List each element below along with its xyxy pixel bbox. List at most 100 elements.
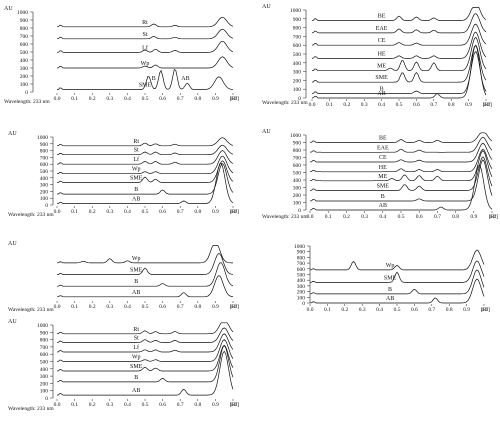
y-tick-label: 500 [293, 52, 302, 58]
y-tick-label: 1000 [17, 10, 28, 16]
track-label-sme: SME [130, 176, 143, 182]
y-tick-label: 200 [293, 78, 302, 84]
y-tick-label: 0 [25, 90, 28, 96]
chromatogram-panel-E: AU 0.0 0.1 0.2 0.3 0.4 0.5 0.6 0.7 0.8 0.9 1.0[Rf] W… [8, 241, 239, 313]
track-label-b: B [380, 87, 384, 93]
x-tick-label: 0.3 [361, 102, 368, 108]
x-tick-label: 0.3 [106, 304, 113, 310]
track-line-eae [311, 13, 487, 34]
x-tick-label: 0.9 [212, 304, 219, 310]
track-line-ab [56, 162, 234, 204]
track-line-sme [309, 156, 493, 191]
track-label-sme: SME [139, 83, 152, 89]
x-tick-label: 0.1 [324, 307, 331, 313]
y-tick-label: 500 [40, 360, 49, 366]
track-line-b [311, 50, 487, 94]
x-tick-label: 1.0 [481, 307, 488, 313]
x-axis-unit-label: [Rf] [489, 213, 498, 220]
track-label-he: HE [379, 165, 387, 171]
x-axis-unit-label: [Rf] [483, 101, 492, 108]
track-label-ab: AB [377, 91, 385, 97]
x-tick-label: 0.5 [142, 209, 149, 215]
track-line-sme [56, 160, 234, 183]
track-label-b: B [134, 187, 138, 193]
x-tick-label: 0.8 [446, 307, 453, 313]
x-tick-label: 0.2 [341, 307, 348, 313]
x-tick-label: 0.3 [106, 402, 113, 408]
x-tick-label: 0.2 [343, 102, 350, 108]
chromatogram-panel-B: AU 0 100 200 300 400 500 600 700 800 900 1000 0.0 0.1… [262, 4, 492, 108]
track-label-ce: CE [379, 155, 387, 161]
y-tick-label: 200 [293, 193, 302, 199]
x-tick-label: 0.7 [177, 402, 184, 408]
track-label-he: HE [378, 51, 386, 57]
y-axis-unit-label: AU [8, 241, 17, 247]
y-tick-label: 100 [297, 295, 306, 301]
x-tick-label: 0.4 [376, 307, 383, 313]
x-tick-label: 0.9 [463, 307, 470, 313]
y-tick-label: 400 [293, 61, 302, 67]
wavelength-label: Wavelength: 233 nm [262, 100, 308, 106]
track-label-b: B [381, 194, 385, 200]
track-label-ab: AB [386, 296, 394, 302]
x-tick-label: 0.6 [411, 307, 418, 313]
y-tick-label: 900 [293, 17, 302, 23]
x-tick-label: 0.8 [452, 214, 459, 220]
track-line-lf [56, 40, 234, 53]
y-tick-label: 700 [293, 34, 302, 40]
track-line-b [56, 344, 234, 383]
x-tick-label: 0.1 [71, 304, 78, 310]
track-line-st [56, 327, 234, 343]
y-tick-label: 300 [297, 284, 306, 290]
track-line-b [309, 269, 485, 295]
y-tick-label: 600 [40, 352, 49, 358]
y-tick-label: 400 [40, 367, 49, 373]
track-label-be: BE [379, 136, 387, 142]
x-tick-label: 0.6 [159, 209, 166, 215]
x-tick-label: 0.6 [159, 304, 166, 310]
x-tick-label: 0.2 [89, 304, 96, 310]
x-tick-label: 0.4 [378, 102, 385, 108]
y-tick-label: 100 [293, 87, 302, 93]
track-label-sme: SME [130, 268, 143, 274]
track-line-ce [309, 142, 493, 163]
track-label-me: ME [377, 64, 386, 70]
y-tick-label: 800 [20, 26, 29, 32]
track-line-wp [309, 249, 485, 271]
x-tick-label: 0.9 [465, 102, 472, 108]
y-tick-label: 900 [297, 250, 306, 256]
x-axis-unit-label: [Rf] [481, 306, 490, 313]
track-label-st: St [134, 336, 139, 342]
y-tick-label: 500 [40, 169, 49, 175]
track-line-ab [311, 44, 487, 99]
track-label-sme: SME [130, 364, 143, 370]
x-axis-unit-label: [Rf] [230, 208, 239, 215]
x-tick-label: 0.0 [54, 304, 61, 310]
track-label-ab: AB [132, 197, 140, 203]
track-label-ab: AB [379, 203, 387, 209]
track-label-lf: Lf [133, 344, 139, 351]
x-tick-label: 0.2 [89, 209, 96, 215]
x-tick-label: 0.2 [343, 214, 350, 220]
x-axis-unit-label: [Rf] [230, 303, 239, 310]
x-tick-label: 0.7 [177, 304, 184, 310]
track-line-st [56, 28, 234, 40]
track-line-rt [56, 137, 234, 147]
x-tick-label: 0.4 [124, 209, 131, 215]
y-tick-label: 500 [20, 50, 29, 56]
y-tick-label: 300 [40, 183, 49, 189]
track-line-ab [56, 275, 234, 298]
track-line-sme [56, 68, 234, 90]
x-tick-label: 0.9 [212, 402, 219, 408]
y-tick-label: 700 [293, 156, 302, 162]
track-line-be [311, 7, 487, 21]
track-label-st: St [134, 148, 139, 154]
x-tick-label: 1.0 [230, 209, 237, 215]
y-tick-label: 400 [297, 278, 306, 284]
track-label-eae: EAE [376, 26, 388, 32]
x-tick-label: 0.7 [428, 307, 435, 313]
x-tick-label: 0.9 [212, 209, 219, 215]
track-line-be [309, 132, 493, 143]
y-tick-label: 100 [293, 201, 302, 207]
track-label-wp: Wp [141, 61, 150, 67]
